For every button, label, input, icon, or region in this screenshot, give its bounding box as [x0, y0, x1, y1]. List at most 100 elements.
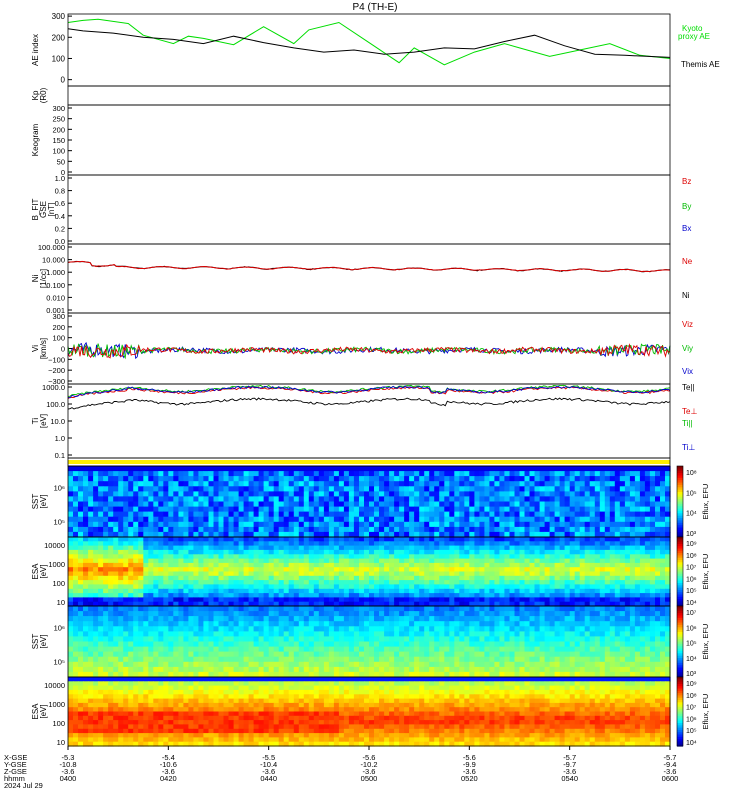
sst-ion-spectrogram-cell [273, 636, 280, 643]
sst-electron-spectrogram-cell [429, 466, 435, 472]
sst-electron-spectrogram-cell [203, 531, 209, 538]
sst-electron-spectrogram-cell [609, 476, 616, 482]
esa-electron-spectrogram-cell [509, 597, 516, 603]
sst-ion-spectrogram-cell [178, 621, 184, 627]
esa-electron-spectrogram-cell [128, 545, 134, 551]
sst-electron-spectrogram-cell [198, 496, 204, 503]
esa-electron-spectrogram-cell [584, 601, 591, 607]
sst-ion-spectrogram-cell [353, 646, 360, 653]
esa-electron-spectrogram-cell [559, 554, 566, 560]
esa-electron-spectrogram-cell [549, 567, 556, 573]
esa-electron-spectrogram-cell [419, 580, 425, 585]
esa-electron-spectrogram-cell [394, 597, 400, 603]
sst-electron-spectrogram-cell [288, 471, 295, 477]
esa-electron-spectrogram-cell [213, 588, 220, 594]
sst-ion-spectrogram-cell [198, 636, 204, 643]
esa-electron-spectrogram-cell [213, 549, 220, 555]
esa-electron-spectrogram-cell [313, 571, 320, 577]
esa-electron-spectrogram-cell [399, 567, 405, 573]
esa-electron-spectrogram-cell [193, 593, 199, 598]
esa-electron-spectrogram-cell [514, 549, 521, 555]
sst-ion-spectrogram-cell [529, 626, 536, 632]
sst-ion-spectrogram-cell [203, 626, 209, 632]
sst-electron-spectrogram-cell [173, 471, 179, 477]
sst-ion-spectrogram-cell [389, 616, 395, 622]
esa-electron-spectrogram-cell [639, 588, 646, 594]
esa-electron-spectrogram-cell [469, 567, 475, 573]
esa-electron-spectrogram-cell [514, 584, 521, 590]
esa-electron-spectrogram-cell [549, 575, 556, 581]
esa-electron-spectrogram-cell [278, 575, 285, 581]
esa-electron-spectrogram-cell [153, 554, 159, 560]
esa-electron-spectrogram-cell [148, 554, 154, 560]
sst-electron-spectrogram-cell [389, 476, 395, 482]
sst-ion-spectrogram-cell [203, 616, 209, 622]
sst-ion-spectrogram-cell [494, 616, 500, 622]
esa-electron-spectrogram-cell [614, 537, 621, 542]
sst-electron-spectrogram-cell [359, 481, 365, 487]
sst-ion-spectrogram-cell [629, 616, 636, 622]
sst-electron-spectrogram-cell [369, 521, 375, 528]
esa-electron-spectrogram-cell [534, 580, 541, 585]
sst-ion-spectrogram-cell [153, 631, 159, 638]
sst-ion-spectrogram-cell [288, 606, 295, 612]
esa-electron-spectrogram-cell [228, 601, 235, 607]
sst-electron-spectrogram-cell [394, 501, 400, 508]
esa-electron-spectrogram-cell [614, 601, 621, 607]
sst-ion-spectrogram-cell [188, 606, 194, 612]
esa-electron-spectrogram-cell [539, 588, 546, 594]
sst-electron-spectrogram-cell [178, 486, 184, 492]
sst-electron-spectrogram-cell [524, 516, 531, 523]
sst-ion-spectrogram-cell [484, 621, 490, 627]
esa-electron-spectrogram-cell [183, 567, 189, 573]
sst-electron-spectrogram-cell [93, 476, 99, 482]
esa-electron-spectrogram-cell [619, 575, 626, 581]
sst-ion-spectrogram-cell [594, 636, 601, 643]
sst-ion-spectrogram-cell [404, 616, 410, 622]
sst-ion-spectrogram-cell [384, 656, 390, 663]
sst-electron-spectrogram-cell [148, 486, 154, 492]
esa-electron-spectrogram-cell [624, 558, 631, 564]
esa-electron-spectrogram-cell [293, 588, 300, 594]
esa-electron-spectrogram-cell [193, 575, 199, 581]
sst-ion-spectrogram-cell [384, 606, 390, 612]
sst-electron-spectrogram-cell [359, 526, 365, 533]
sst-electron-spectrogram-cell [188, 486, 194, 492]
sst-ion-spectrogram-cell [223, 636, 230, 643]
vi-tick-label: 300 [52, 312, 65, 321]
sst-ion-spectrogram-cell [584, 636, 591, 643]
esa-electron-spectrogram-cell [183, 571, 189, 577]
esa-electron-spectrogram-cell [644, 593, 651, 598]
esa-electron-spectrogram-cell [143, 558, 149, 564]
sst-electron-spectrogram-cell [218, 466, 225, 472]
esa-electron-spectrogram-cell [248, 554, 255, 560]
esa-electron-spectrogram-cell [369, 554, 375, 560]
sst-electron-spectrogram-cell [328, 506, 335, 513]
esa-electron-spectrogram-cell [629, 567, 636, 573]
sst-ion-spectrogram-cell [389, 641, 395, 648]
esa-electron-spectrogram-cell [394, 601, 400, 607]
sst-ion-spectrogram-cell [499, 616, 505, 622]
sst-ion-spectrogram-cell [208, 606, 215, 612]
esa-electron-spectrogram-cell [253, 593, 260, 598]
esa-electron-spectrogram-cell [353, 593, 360, 598]
sst-ion-spectrogram-cell [509, 636, 516, 643]
sst-electron-spectrogram-cell [168, 481, 174, 487]
sst-electron-spectrogram-cell [348, 471, 355, 477]
esa-electron-spectrogram-cell [554, 558, 561, 564]
esa-electron-spectrogram-cell [328, 601, 335, 607]
sst-ion-spectrogram-cell [439, 611, 445, 617]
sst-electron-spectrogram-cell [253, 501, 260, 508]
legend-bx: Bx [682, 224, 691, 233]
sst-ion-spectrogram-cell [258, 606, 265, 612]
esa-electron-spectrogram-cell [258, 562, 265, 568]
sst-electron-spectrogram-cell [444, 521, 450, 528]
esa-electron-spectrogram-cell [203, 575, 209, 581]
esa-electron-spectrogram-cell [584, 541, 591, 547]
esa-electron-spectrogram-cell [619, 580, 626, 585]
sst-electron-spectrogram-cell [544, 491, 551, 498]
sst-ion-spectrogram-cell [374, 606, 380, 612]
esa-electron-spectrogram-cell [569, 593, 576, 598]
sst-electron-spectrogram-cell [589, 531, 596, 538]
esa-electron-spectrogram-cell [364, 571, 370, 577]
